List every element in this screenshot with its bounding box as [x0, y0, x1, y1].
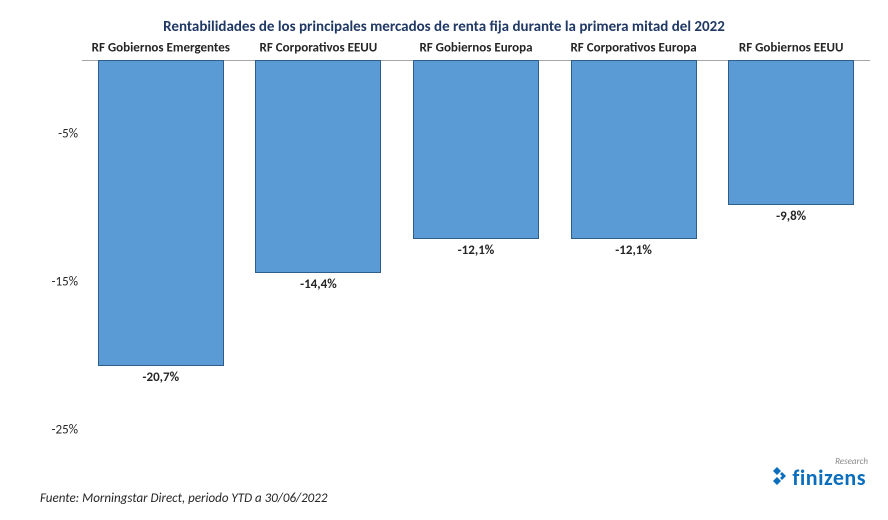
- bar-column: RF Gobiernos Europa-12,1%: [397, 60, 555, 430]
- value-label: -9,8%: [712, 209, 870, 224]
- value-label: -20,7%: [82, 370, 240, 385]
- brand-logo-icon: [768, 466, 788, 490]
- value-label: -12,1%: [555, 243, 713, 258]
- bar: [255, 60, 381, 273]
- bar-column: RF Gobiernos EEUU-9,8%: [712, 60, 870, 430]
- brand-logo-tag: Research: [835, 457, 868, 466]
- value-label: -12,1%: [397, 243, 555, 258]
- y-tick-label: -5%: [40, 127, 78, 142]
- bar-column: RF Corporativos Europa-12,1%: [555, 60, 713, 430]
- bars-container: RF Gobiernos Emergentes-20,7%RF Corporat…: [82, 60, 870, 430]
- chart-plot: -5%-15%-25%RF Gobiernos Emergentes-20,7%…: [82, 60, 870, 430]
- chart-area: -5% -15% -25% RF Gobiernos Emergentes-20,7%…: [40, 60, 870, 450]
- bar: [413, 60, 539, 239]
- bar: [98, 60, 224, 366]
- bar-column: RF Gobiernos Emergentes-20,7%: [82, 60, 240, 430]
- source-note: Fuente: Morningstar Direct, periodo YTD …: [40, 491, 327, 506]
- bar-column: RF Corporativos EEUU-14,4%: [240, 60, 398, 430]
- category-label: RF Gobiernos EEUU: [673, 41, 888, 56]
- value-label: -14,4%: [240, 277, 398, 292]
- bar: [571, 60, 697, 239]
- y-tick-label: -15%: [40, 275, 78, 290]
- chart-title: Rentabilidades de los principales mercad…: [0, 0, 888, 36]
- bar: [728, 60, 854, 205]
- y-tick-label: -25%: [40, 423, 78, 438]
- brand-logo-text: Research finizens: [792, 467, 866, 489]
- brand-logo: Research finizens: [768, 466, 866, 490]
